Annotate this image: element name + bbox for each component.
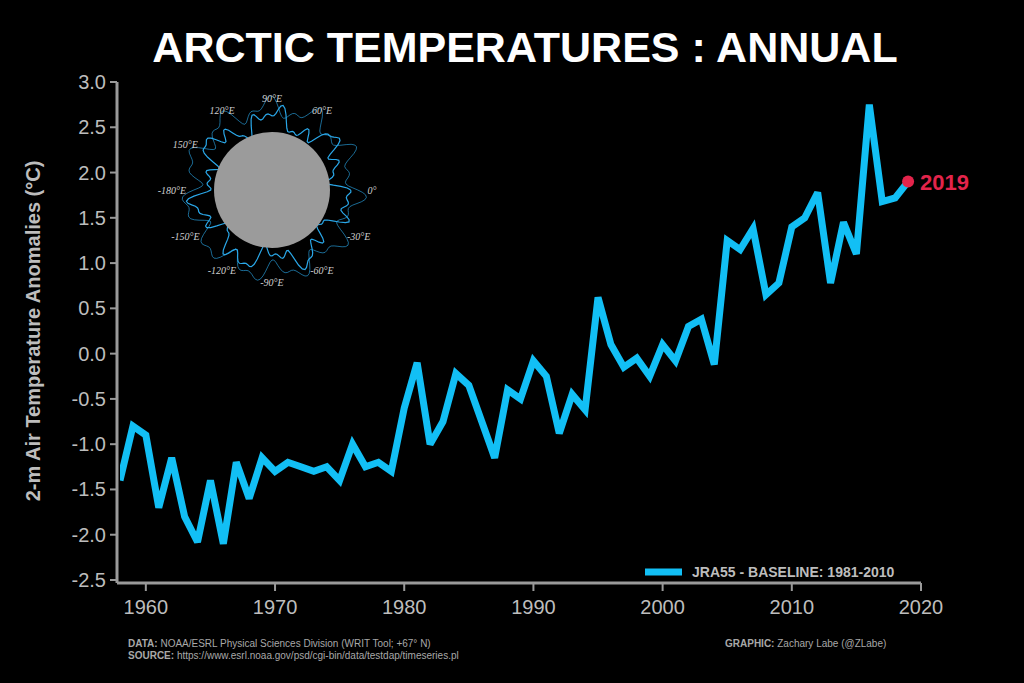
y-tick xyxy=(110,217,117,219)
y-tick-label: 2.5 xyxy=(78,116,106,138)
arctic-region xyxy=(214,132,330,248)
y-tick xyxy=(110,172,117,174)
y-tick-label: -2.5 xyxy=(72,569,106,591)
y-tick xyxy=(110,579,117,581)
title: ARCTIC TEMPERATURES : ANNUAL xyxy=(152,23,897,71)
annotation: 2019 xyxy=(920,170,969,195)
y-axis-line xyxy=(116,82,119,583)
plot-area xyxy=(120,105,908,544)
x-tick xyxy=(662,583,664,591)
legend-swatch xyxy=(645,569,682,576)
x-tick xyxy=(274,583,276,591)
y-tick-label: 3.0 xyxy=(78,71,106,93)
note: SOURCE: https://www.esrl.noaa.gov/psd/cg… xyxy=(128,650,459,661)
annotation-dot xyxy=(902,176,914,188)
inset-label: -180°E xyxy=(158,185,186,196)
x-tick-label: 1980 xyxy=(382,596,427,618)
y-tick-label: 0.0 xyxy=(78,343,106,365)
legend-label: JRA55 - BASELINE: 1981-2010 xyxy=(692,564,895,580)
note-text: https://www.esrl.noaa.gov/psd/cgi-bin/da… xyxy=(174,650,459,661)
y-tick xyxy=(110,398,117,400)
y-tick xyxy=(110,81,117,83)
y-tick xyxy=(110,353,117,355)
x-tick-label: 2000 xyxy=(640,596,685,618)
inset-label: 90°E xyxy=(262,93,282,104)
inset-label: 150°E xyxy=(173,139,198,150)
x-tick-label: 2010 xyxy=(770,596,815,618)
coastline xyxy=(186,105,351,269)
y-tick-label: -1.5 xyxy=(72,478,106,500)
x-tick-label: 1970 xyxy=(253,596,298,618)
y-tick xyxy=(110,443,117,445)
background xyxy=(0,0,1024,683)
y-tick xyxy=(110,307,117,309)
inset-label: 60°E xyxy=(312,105,332,116)
x-tick xyxy=(532,583,534,591)
inset-label: 120°E xyxy=(209,105,234,116)
note-label: SOURCE: xyxy=(128,650,174,661)
note-text: NOAA/ESRL Physical Sciences Division (WR… xyxy=(158,638,431,649)
note-label: DATA: xyxy=(128,638,158,649)
y-tick xyxy=(110,126,117,128)
x-tick-label: 2020 xyxy=(899,596,944,618)
x-axis-line xyxy=(117,582,921,585)
y-tick-label: 2.0 xyxy=(78,162,106,184)
y-tick-label: 1.5 xyxy=(78,207,106,229)
y-axis-label: 2-m Air Temperature Anomalies (°C) xyxy=(22,161,44,502)
note: DATA: NOAA/ESRL Physical Sciences Divisi… xyxy=(128,638,431,649)
note: GRAPHIC: Zachary Labe (@ZLabe) xyxy=(725,638,886,649)
y-tick-label: 0.5 xyxy=(78,297,106,319)
y-tick-label: -0.5 xyxy=(72,388,106,410)
inset-label: 0° xyxy=(368,185,377,196)
note-text: Zachary Labe (@ZLabe) xyxy=(774,638,886,649)
x-tick xyxy=(403,583,405,591)
y-tick xyxy=(110,534,117,536)
y-tick xyxy=(110,488,117,490)
y-tick-label: -1.0 xyxy=(72,433,106,455)
inset-label: -120°E xyxy=(208,265,236,276)
chart: ARCTIC TEMPERATURES : ANNUAL 2-m Air Temp… xyxy=(0,0,1024,683)
y-tick-label: -2.0 xyxy=(72,524,106,546)
x-tick-label: 1990 xyxy=(511,596,556,618)
inset-label: -90°E xyxy=(260,277,283,288)
inset-label: -30°E xyxy=(347,231,370,242)
series-line xyxy=(120,105,908,544)
note-label: GRAPHIC: xyxy=(725,638,774,649)
x-tick xyxy=(145,583,147,591)
inset-map: 90°E 60°E 0° -30°E -60°E -90°E -120°E -150°E -18… xyxy=(158,93,377,288)
x-tick xyxy=(920,583,922,591)
inset-label: -150°E xyxy=(171,231,199,242)
x-tick xyxy=(791,583,793,591)
inset-label: -60°E xyxy=(310,265,333,276)
y-tick-label: 1.0 xyxy=(78,252,106,274)
y-tick xyxy=(110,262,117,264)
coastline xyxy=(182,96,366,280)
x-tick-label: 1960 xyxy=(124,596,169,618)
